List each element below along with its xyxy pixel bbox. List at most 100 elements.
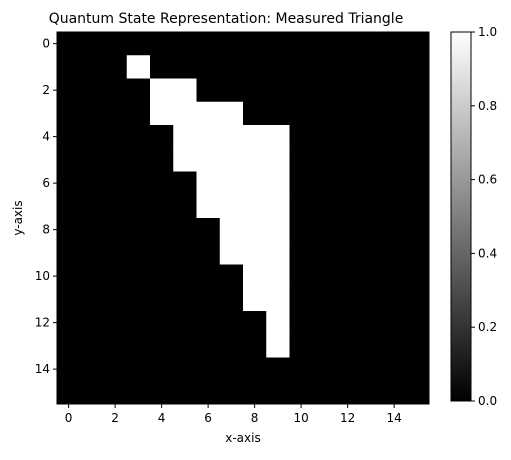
x-axis-label: x-axis [225,431,260,445]
heatmap-cell [173,125,197,149]
heatmap-cell [126,334,151,358]
heatmap-cell [359,171,383,196]
heatmap-cell [312,287,337,312]
heatmap-cell [57,194,81,219]
heatmap-cell [103,311,128,335]
heatmap-cell [266,380,290,405]
heatmap-cell [243,287,267,312]
heatmap-cell [173,32,197,56]
heatmap-cell [103,218,128,242]
heatmap-cell [80,218,104,242]
heatmap-cell [243,218,267,242]
heatmap-cell [196,55,221,79]
heatmap-cell [57,287,81,312]
heatmap-cell [150,357,174,382]
heatmap-cell [126,148,151,172]
heatmap-cell [359,101,383,126]
heatmap-cell [196,32,221,56]
heatmap-cell [405,380,430,405]
heatmap-cell [196,241,221,265]
x-tick-label: 0 [65,411,73,425]
heatmap-cell [336,311,360,335]
x-tick-label: 6 [204,411,212,425]
heatmap-cell [219,311,244,335]
heatmap-cell [359,148,383,172]
heatmap-cell [173,218,197,242]
heatmap-cell [266,334,290,358]
colorbar [450,31,472,402]
heatmap-cell [80,287,104,312]
heatmap-cell [359,380,383,405]
y-tick-label: 10 [35,269,50,283]
y-tick-label: 4 [42,130,50,144]
heatmap-cell [243,311,267,335]
heatmap-cell [173,55,197,79]
heatmap-cell [359,311,383,335]
heatmap-cell [336,171,360,196]
heatmap-cell [57,148,81,172]
heatmap-cell [126,32,151,56]
heatmap-cell [289,218,314,242]
heatmap-cell [103,287,128,312]
heatmap-cell [289,78,314,103]
heatmap-cell [57,171,81,196]
y-tick-label: 12 [35,316,50,330]
x-tick-label: 12 [340,411,355,425]
heatmap-cell [405,101,430,126]
heatmap-cell [103,380,128,405]
y-axis-label: y-axis [11,200,25,235]
heatmap-cell [103,264,128,289]
y-tick-label: 6 [42,176,50,190]
heatmap-cell [312,357,337,382]
heatmap-cell [126,311,151,335]
heatmap-cell [219,101,244,126]
heatmap-cell [243,194,267,219]
heatmap-cell [405,357,430,382]
heatmap-cell [196,264,221,289]
x-tick-label: 8 [251,411,259,425]
x-tick-label: 2 [111,411,119,425]
heatmap-cell [312,171,337,196]
heatmap-cell [405,194,430,219]
heatmap-cell [382,101,407,126]
heatmap-cell [266,287,290,312]
heatmap-cell [196,357,221,382]
heatmap-cell [126,287,151,312]
heatmap-cell [359,287,383,312]
y-tick-label: 8 [42,223,50,237]
colorbar-tick-label: 0.0 [478,394,497,408]
heatmap-cell [196,101,221,126]
heatmap-cell [80,241,104,265]
heatmap-cell [382,311,407,335]
heatmap-cell [243,78,267,103]
heatmap-cell [126,125,151,149]
heatmap-cell [359,32,383,56]
heatmap-cell [80,357,104,382]
heatmap-cell [219,241,244,265]
heatmap-cell [359,55,383,79]
heatmap-cell [312,311,337,335]
heatmap-cell [219,380,244,405]
heatmap-cell [57,101,81,126]
heatmap-cell [173,264,197,289]
heatmap-cell [382,148,407,172]
heatmap-cell [266,101,290,126]
heatmap-cell [80,264,104,289]
heatmap-cell [57,125,81,149]
heatmap-cell [196,287,221,312]
heatmap-cell [80,171,104,196]
heatmap-cell [103,171,128,196]
heatmap-cell [382,194,407,219]
heatmap-cell [243,101,267,126]
heatmap-cell [312,101,337,126]
heatmap-cell [150,101,174,126]
heatmap-cell [405,148,430,172]
heatmap-cell [382,241,407,265]
colorbar-tick-label: 0.2 [478,320,497,334]
heatmap-cell [103,78,128,103]
heatmap-cell [150,380,174,405]
heatmap-cell [150,125,174,149]
heatmap-cell [57,78,81,103]
heatmap-cell [150,55,174,79]
heatmap-cell [289,171,314,196]
